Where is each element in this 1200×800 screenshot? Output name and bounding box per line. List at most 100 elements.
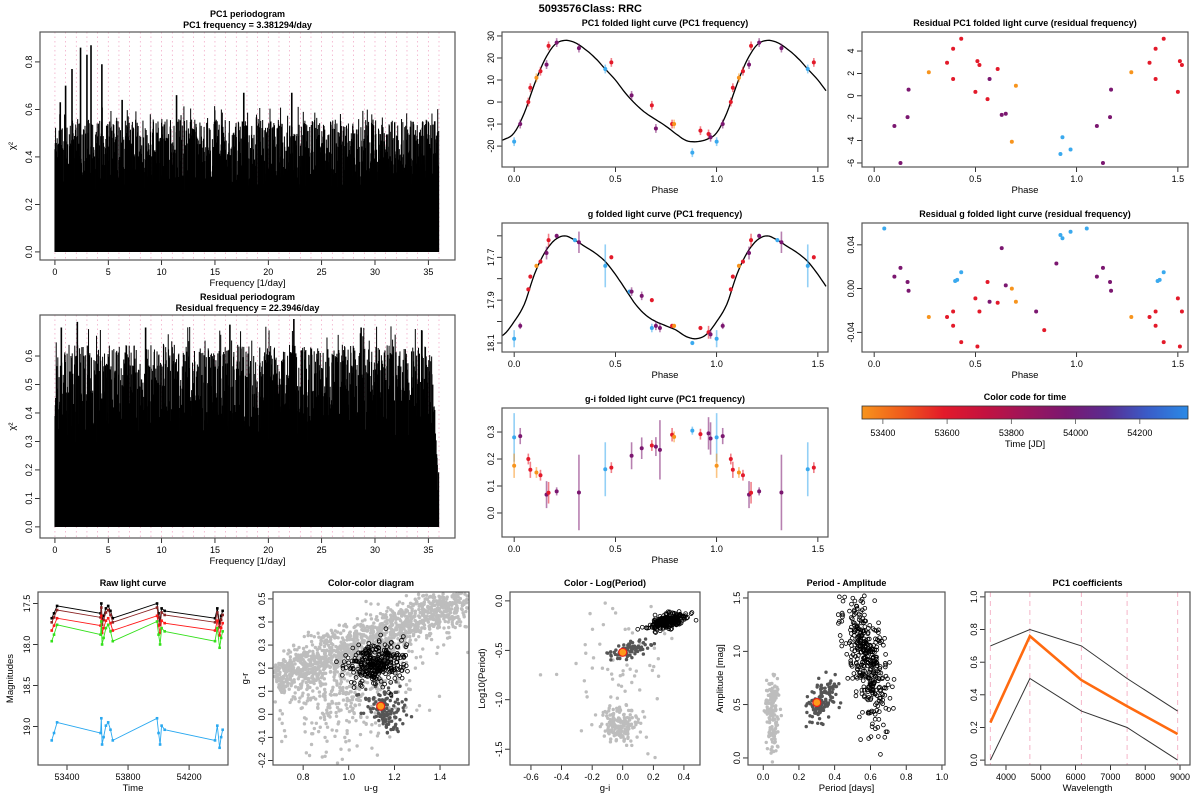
comparison-star bbox=[404, 683, 409, 687]
chart-title: g folded light curve (PC1 frequency) bbox=[588, 209, 743, 219]
y-tick-label: 0.0 bbox=[257, 708, 267, 721]
data-point bbox=[959, 270, 964, 275]
comparison-star bbox=[438, 602, 442, 606]
data-point bbox=[951, 46, 956, 51]
comparison-star bbox=[355, 616, 360, 621]
data-point bbox=[1153, 77, 1158, 82]
data-point bbox=[779, 490, 784, 495]
comparison-star bbox=[388, 618, 392, 622]
y-axis-label: χ² bbox=[7, 142, 18, 150]
y-tick-label: -20 bbox=[486, 140, 496, 153]
lightcurve-i-point bbox=[219, 614, 223, 618]
y-tick-label: -0.04 bbox=[846, 322, 856, 343]
comparison-star bbox=[347, 684, 352, 689]
comparison-star bbox=[443, 619, 447, 624]
comparison-star bbox=[345, 685, 349, 690]
y-tick-label: 0.0 bbox=[24, 521, 34, 534]
lightcurve-z-point bbox=[221, 613, 224, 617]
comparison-star bbox=[434, 614, 439, 619]
comparison-star bbox=[400, 610, 405, 615]
comparison-star bbox=[325, 708, 329, 712]
comparison-star bbox=[316, 705, 320, 710]
comparison-star bbox=[325, 725, 330, 729]
x-tick-label: 1.0 bbox=[710, 359, 723, 369]
comparison-star bbox=[349, 690, 353, 694]
comparison-star bbox=[278, 708, 282, 713]
lightcurve-r-point bbox=[157, 624, 160, 627]
comparison-star bbox=[277, 683, 281, 687]
lightcurve-i-point bbox=[218, 621, 221, 625]
lightcurve-g-point bbox=[158, 643, 162, 646]
comparison-star bbox=[315, 686, 319, 690]
plot-area bbox=[501, 231, 827, 348]
lightcurve-r-point bbox=[52, 624, 56, 627]
chart-title: Residual g folded light curve (residual … bbox=[919, 209, 1131, 219]
comparison-star bbox=[320, 648, 324, 653]
data-point bbox=[1068, 147, 1073, 152]
x-tick-label: 25 bbox=[317, 545, 327, 555]
plot-area bbox=[512, 413, 816, 531]
lightcurve-i-point bbox=[104, 607, 108, 610]
comparison-star bbox=[359, 711, 363, 716]
data-point bbox=[534, 470, 539, 475]
comparison-star bbox=[310, 675, 314, 679]
comparison-star bbox=[426, 604, 430, 609]
comparison-star bbox=[337, 691, 342, 696]
comparison-star bbox=[408, 601, 413, 606]
data-point bbox=[740, 69, 745, 74]
comparison-star bbox=[392, 648, 396, 652]
chart-subtitle: PC1 frequency = 3.381294/day bbox=[183, 20, 312, 30]
lightcurve-g-point bbox=[163, 630, 166, 633]
lightcurve-r-point bbox=[216, 619, 219, 622]
comparison-star bbox=[318, 694, 322, 698]
lightcurve-r-point bbox=[219, 626, 223, 630]
comparison-star bbox=[288, 668, 292, 673]
data-point bbox=[518, 434, 523, 439]
comparison-star bbox=[362, 633, 366, 637]
lightcurve-g-point bbox=[213, 639, 217, 643]
y-tick-label: 0.6 bbox=[24, 103, 34, 116]
comparison-star bbox=[335, 681, 339, 685]
comparison-star bbox=[376, 602, 380, 606]
comparison-star bbox=[339, 677, 343, 681]
lightcurve-r-point bbox=[111, 629, 115, 632]
comparison-star bbox=[330, 688, 335, 692]
comparison-star bbox=[409, 715, 414, 719]
comparison-star bbox=[370, 746, 374, 750]
comparison-star bbox=[373, 711, 377, 715]
chart-title: PC1 periodogram bbox=[210, 9, 285, 19]
comparison-star bbox=[324, 642, 328, 646]
data-point bbox=[714, 463, 719, 468]
data-point bbox=[1100, 265, 1105, 270]
comparison-star bbox=[353, 640, 357, 644]
comparison-star bbox=[347, 709, 352, 714]
comparison-star bbox=[318, 646, 322, 650]
comparison-star bbox=[301, 646, 306, 651]
y-tick-label: 18.1 bbox=[486, 334, 496, 352]
data-point bbox=[1054, 261, 1059, 266]
comparison-star bbox=[438, 610, 443, 614]
colorbar-tick-label: 53400 bbox=[870, 428, 895, 438]
comparison-star bbox=[348, 634, 353, 638]
comparison-star bbox=[413, 619, 418, 623]
comparison-star bbox=[301, 691, 305, 695]
comparison-star bbox=[395, 626, 399, 631]
comparison-star bbox=[423, 626, 427, 631]
comparison-star bbox=[384, 636, 388, 641]
lightcurve-z-point bbox=[213, 621, 217, 624]
comparison-star bbox=[320, 711, 325, 715]
lightcurve-z-point bbox=[109, 613, 112, 617]
lightcurve-u-point bbox=[106, 721, 110, 724]
data-point bbox=[546, 43, 551, 48]
data-point bbox=[951, 77, 956, 82]
comparison-star bbox=[397, 610, 401, 614]
comparison-star bbox=[330, 728, 334, 732]
comparison-star bbox=[282, 688, 287, 693]
data-point bbox=[985, 97, 990, 102]
lightcurve-i-point bbox=[158, 619, 162, 622]
comparison-star bbox=[318, 716, 323, 720]
comparison-star bbox=[278, 662, 283, 666]
comparison-star bbox=[417, 596, 421, 600]
comparison-star bbox=[345, 731, 349, 736]
comparison-star bbox=[395, 623, 399, 627]
